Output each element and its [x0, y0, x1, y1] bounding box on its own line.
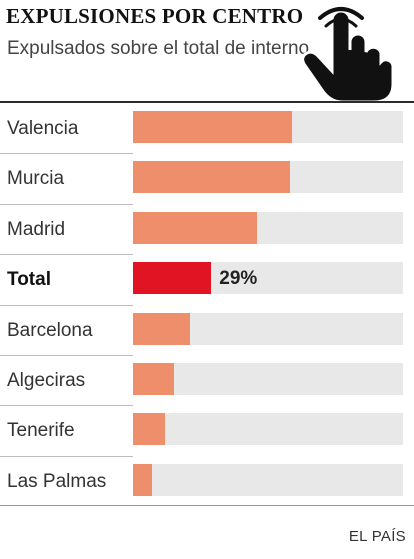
- bar: [133, 363, 174, 395]
- bar: [133, 262, 212, 294]
- bar-track: [133, 363, 403, 395]
- data-label: 29%: [219, 268, 258, 289]
- bar-track: [133, 464, 403, 496]
- bar-track: [133, 413, 403, 445]
- category-label: Murcia: [7, 168, 65, 189]
- category-label: Barcelona: [7, 320, 93, 341]
- bar: [133, 413, 166, 445]
- row-divider: [0, 204, 133, 205]
- category-label: Valencia: [7, 118, 79, 139]
- chart-title: EXPULSIONES POR CENTRO: [6, 4, 304, 28]
- category-label: Madrid: [7, 219, 66, 240]
- category-label: Tenerife: [7, 420, 75, 441]
- category-label: Las Palmas: [7, 471, 107, 492]
- bar: [133, 212, 258, 244]
- row-divider: [0, 153, 133, 154]
- bar: [133, 464, 152, 496]
- bar-chart: Valencia Murcia Madrid Total 29% Barcelona Alg…: [0, 103, 414, 506]
- category-label: Total: [7, 269, 51, 290]
- row-divider: [0, 254, 133, 255]
- row-divider: [0, 405, 133, 406]
- pointer-hand-icon: [301, 7, 394, 104]
- row-divider: [0, 456, 133, 457]
- bar: [133, 313, 190, 345]
- category-label: Algeciras: [7, 370, 86, 391]
- source-credit: EL PAÍS: [348, 528, 406, 545]
- chart-top-rule: [0, 101, 414, 103]
- bar: [133, 111, 293, 143]
- chart-subtitle: Expulsados sobre el total de interno: [7, 38, 310, 59]
- row-divider: [0, 305, 133, 306]
- chart-bottom-rule: [0, 505, 414, 506]
- row-divider: [0, 355, 133, 356]
- bar: [133, 161, 290, 193]
